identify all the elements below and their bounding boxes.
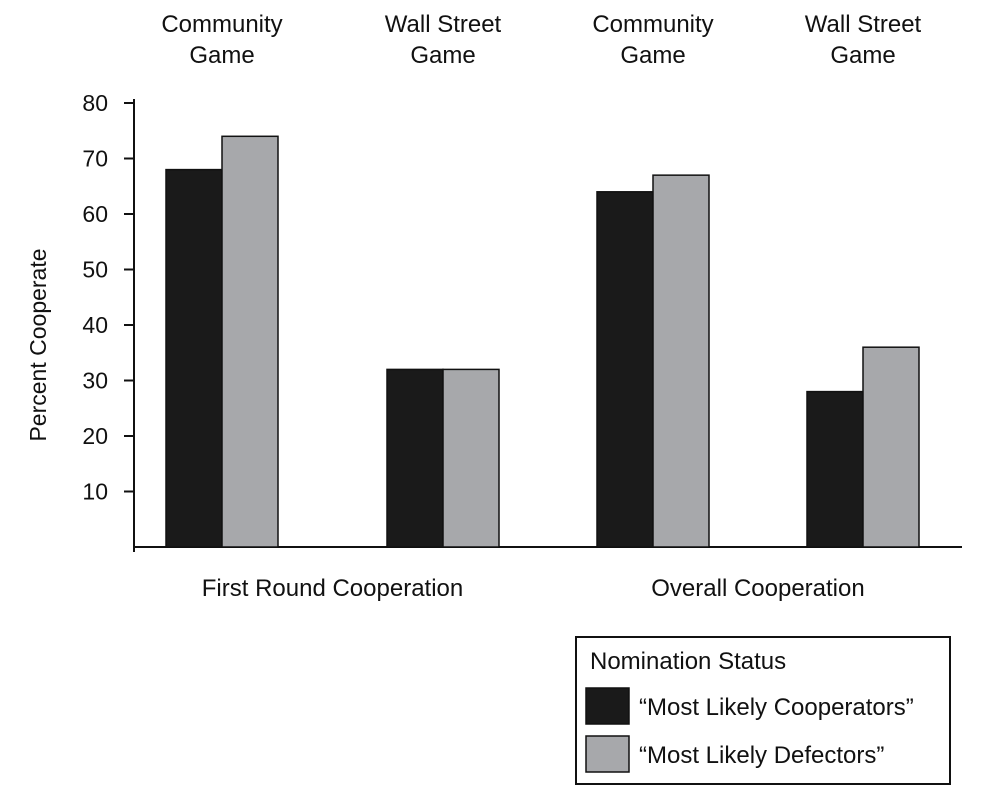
y-axis-label: Percent Cooperate: [25, 248, 51, 441]
legend-box: [575, 636, 951, 785]
category-label: Community: [592, 11, 713, 38]
bar: [221, 135, 279, 548]
legend: Nomination Status “Most Likely Cooperato…: [575, 636, 951, 785]
legend-swatch: [585, 687, 630, 725]
category-label: Game: [620, 42, 685, 69]
y-tick-label: 40: [82, 312, 108, 338]
bar: [596, 191, 654, 548]
bar: [862, 346, 920, 548]
bar: [165, 168, 223, 548]
category-label: Wall Street: [385, 11, 502, 38]
bar: [806, 390, 864, 548]
bar: [652, 174, 710, 548]
bar: [442, 368, 500, 548]
legend-entry: “Most Likely Defectors”: [639, 742, 884, 769]
y-tick-label: 70: [82, 146, 108, 172]
group-labels: First Round Cooperation Overall Cooperati…: [202, 575, 865, 602]
y-axis: 10 20 30 40 50 60 70 80: [82, 90, 135, 552]
y-tick-label: 80: [82, 90, 108, 116]
y-tick-label: 30: [82, 368, 108, 394]
legend-entry: “Most Likely Cooperators”: [639, 694, 914, 721]
group-label: Overall Cooperation: [651, 575, 864, 602]
y-tick-label: 10: [82, 479, 108, 505]
y-tick-label: 20: [82, 423, 108, 449]
bar: [386, 368, 444, 548]
category-label: Game: [189, 42, 254, 69]
category-label: Community: [161, 11, 282, 38]
category-label: Game: [830, 42, 895, 69]
y-tick-label: 50: [82, 257, 108, 283]
legend-title: Nomination Status: [590, 648, 786, 675]
group-label: First Round Cooperation: [202, 575, 463, 602]
y-tick-label: 60: [82, 201, 108, 227]
game-labels: Community Game Wall Street Game Community Gam…: [161, 11, 921, 69]
bars: [165, 135, 920, 548]
legend-items: “Most Likely Cooperators” “Most Likely De…: [585, 687, 914, 773]
legend-swatch: [585, 735, 630, 773]
category-label: Wall Street: [805, 11, 922, 38]
category-label: Game: [410, 42, 475, 69]
